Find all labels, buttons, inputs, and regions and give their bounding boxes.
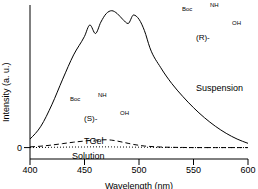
html-text:OH: OH [232,20,241,26]
svg-text:500: 500 [131,165,146,175]
html-text:Boc: Boc [182,6,193,12]
svg-text:550: 550 [186,165,201,175]
html-text:NH: NH [210,2,219,8]
html-text:(S)-: (S)- [84,114,98,123]
html-text:Solution: Solution [72,151,105,161]
svg-text:400: 400 [22,165,37,175]
html-text:Boc: Boc [70,96,81,102]
html-text:(R)-: (R)- [196,33,210,42]
html-text:NH: NH [98,92,107,98]
html-text:OH: OH [120,110,129,116]
svg-text:0: 0 [17,143,22,153]
html-text:TGel: TGel [84,136,104,146]
svg-text:Intensity (a. u.): Intensity (a. u.) [8,62,11,122]
svg-text:600: 600 [240,165,250,175]
svg-text:450: 450 [77,165,92,175]
svg-text:Wavelength (nm): Wavelength (nm) [105,181,173,189]
html-text:Suspension: Suspension [196,83,243,93]
